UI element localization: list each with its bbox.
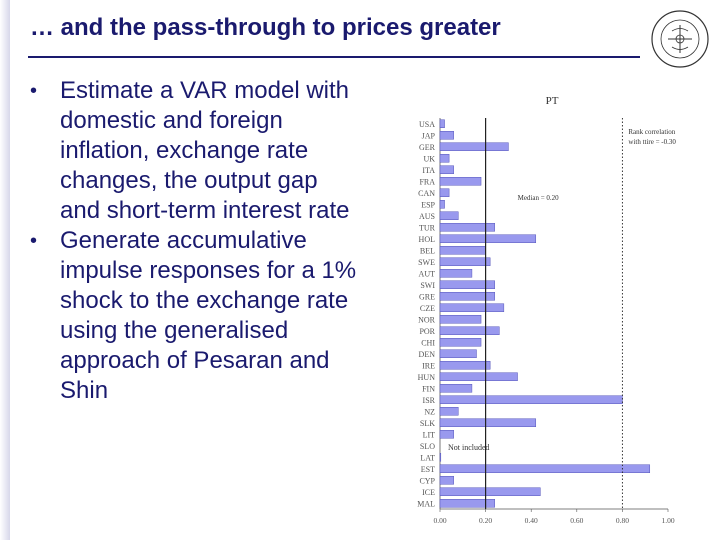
category-label: CHI [421, 338, 435, 347]
bar [439, 119, 445, 128]
bar [439, 395, 623, 404]
category-label: NOR [418, 315, 436, 324]
bar [439, 188, 450, 197]
bar [439, 154, 450, 163]
bar [439, 349, 477, 358]
bullet-text: Generate accumulative impulse responses … [60, 227, 357, 404]
bar [439, 487, 541, 496]
category-label: LIT [423, 430, 436, 439]
bar [439, 223, 495, 232]
bar [439, 499, 495, 508]
category-label: FRA [419, 177, 435, 186]
category-label: HUN [418, 373, 436, 382]
bullet-item: • Generate accumulative impulse responses… [28, 226, 360, 406]
bar [439, 453, 442, 462]
pass-through-bar-chart: PT USA JAP GER UK ITA FRA CAN ESP AUS TUR HOL BEL SWE… [417, 95, 676, 525]
x-tick-label: 1.00 [661, 516, 674, 525]
bar [439, 200, 445, 209]
x-tick-label: 0.80 [616, 516, 629, 525]
title-underline [28, 56, 640, 58]
x-tick-label: 0.40 [525, 516, 538, 525]
category-label: AUS [419, 212, 435, 221]
bar [439, 234, 537, 243]
category-label: BEL [420, 246, 435, 255]
bullet-dot-icon: • [30, 80, 38, 102]
category-label: ESP [421, 200, 435, 209]
bullet-item: • Estimate a VAR model with domestic and … [28, 76, 360, 226]
category-label: GRE [419, 292, 435, 301]
bar [439, 211, 459, 220]
university-seal-logo [651, 10, 709, 68]
category-label: UK [423, 154, 435, 163]
bar [439, 131, 454, 140]
bar [439, 269, 473, 278]
category-label: SLK [420, 419, 435, 428]
bar [439, 177, 482, 186]
bar [439, 476, 454, 485]
bar [439, 326, 500, 335]
category-label: SWI [420, 281, 435, 290]
bar [439, 280, 495, 289]
category-label: CZE [420, 304, 435, 313]
bar [439, 338, 482, 347]
category-label: ICE [422, 488, 435, 497]
category-label: ITA [422, 166, 435, 175]
rank-correlation-label: Rank correlation [628, 128, 675, 136]
bar [439, 418, 537, 427]
category-label: GER [419, 143, 436, 152]
x-tick-label: 0.00 [433, 516, 446, 525]
bar [439, 303, 505, 312]
category-label: SWE [418, 258, 435, 267]
chart-title: PT [546, 95, 559, 107]
category-label: EST [421, 465, 435, 474]
category-label: LAT [420, 453, 435, 462]
not-included-annotation: Not included [448, 443, 490, 452]
category-label: POR [419, 327, 435, 336]
bullet-dot-icon: • [30, 230, 38, 252]
median-label: Median = 0.20 [518, 194, 560, 202]
category-label: FIN [422, 384, 435, 393]
bar [439, 292, 495, 301]
bar [439, 315, 482, 324]
left-edge-band [0, 0, 10, 540]
bar [439, 372, 518, 381]
category-label: SLO [420, 442, 435, 451]
category-label: HOL [419, 235, 436, 244]
category-label: DEN [419, 350, 436, 359]
category-label: CAN [418, 189, 435, 198]
category-label: NZ [424, 407, 435, 416]
bar [439, 142, 509, 151]
bullet-list: • Estimate a VAR model with domestic and … [28, 76, 360, 406]
bar [439, 361, 491, 370]
bullet-text: Estimate a VAR model with domestic and f… [60, 77, 350, 224]
category-label: CYP [419, 476, 435, 485]
category-label: JAP [422, 131, 436, 140]
bar [439, 165, 454, 174]
category-label: USA [419, 120, 435, 129]
bar [439, 257, 491, 266]
category-label: AUT [419, 269, 436, 278]
bar [439, 430, 454, 439]
slide-title: … and the pass-through to prices greater [30, 14, 501, 41]
category-label: IRE [422, 361, 435, 370]
bar [439, 384, 473, 393]
category-label: TUR [419, 223, 436, 232]
bar [439, 407, 459, 416]
x-tick-label: 0.60 [570, 516, 583, 525]
x-tick-label: 0.20 [479, 516, 492, 525]
category-label: ISR [423, 396, 436, 405]
rank-correlation-label-line2: with ttire = -0.30 [628, 138, 676, 146]
bar [439, 246, 486, 255]
category-label: MAL [417, 499, 435, 508]
bar [439, 464, 651, 473]
